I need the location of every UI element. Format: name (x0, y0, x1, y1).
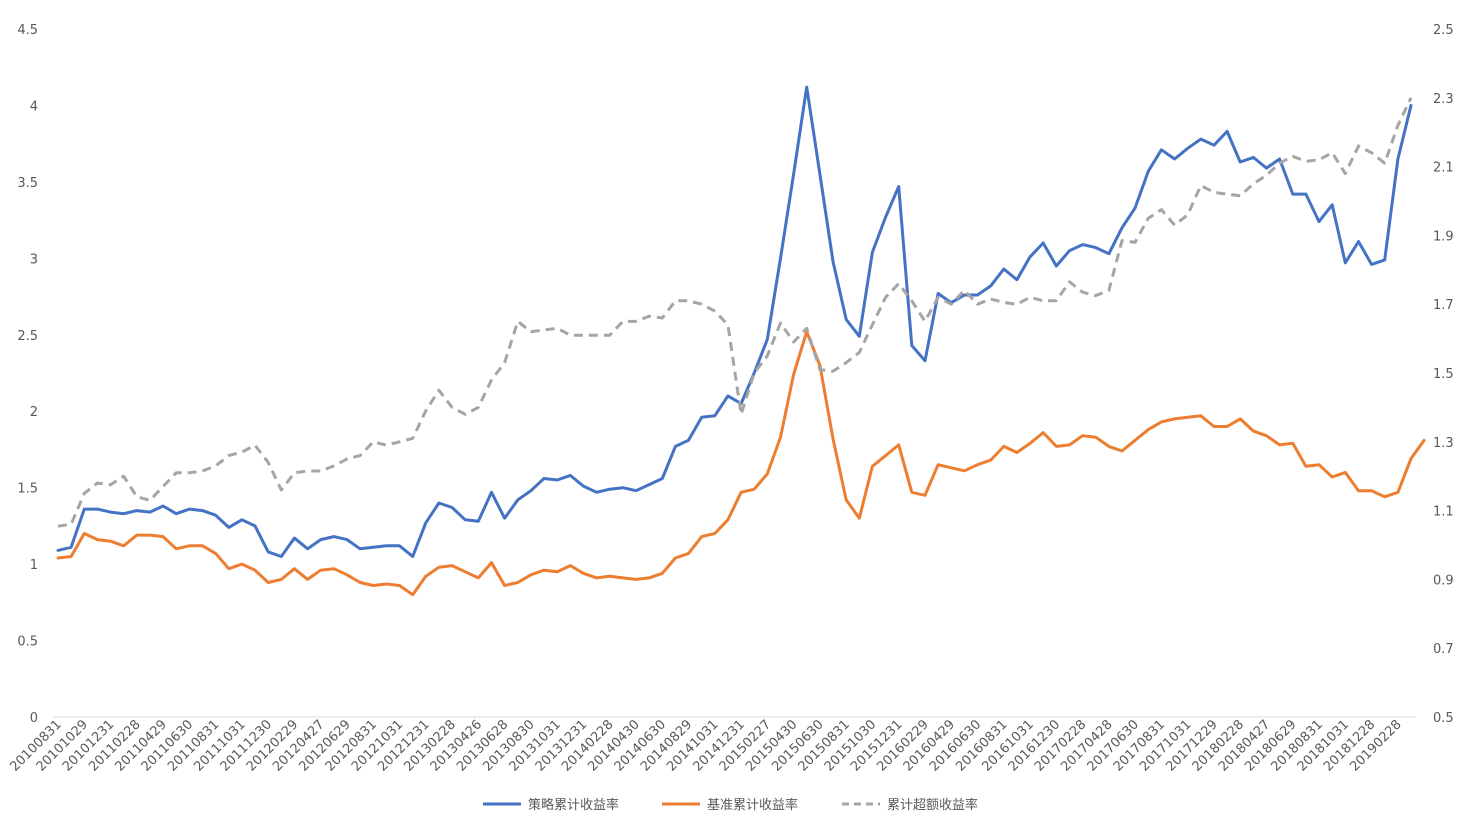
right-y-tick-label: 2.5 (1433, 23, 1454, 38)
left-y-tick-label: 0.5 (17, 635, 38, 650)
series-line-1 (56, 85, 1413, 558)
right-y-axis: 0.5 0.7 0.9 1.1 1.3 1.5 1.7 1.9 2.1 2.3 2.5 (1433, 23, 1454, 726)
left-y-tick-label: 2 (30, 405, 38, 420)
right-y-tick-label: 0.9 (1433, 573, 1454, 588)
left-y-tick-label: 3 (30, 252, 38, 267)
right-y-tick-label: 1.7 (1433, 298, 1454, 313)
right-y-tick-label: 0.5 (1433, 711, 1454, 726)
legend: 策略累计收益率 基准累计收益率 累计超额收益率 (483, 797, 978, 813)
right-y-tick-label: 1.1 (1433, 505, 1454, 520)
left-y-tick-label: 2.5 (17, 329, 38, 344)
right-y-tick-label: 1.9 (1433, 229, 1454, 244)
left-y-tick-label: 4 (30, 99, 38, 114)
series-group (56, 85, 1426, 597)
right-y-tick-label: 2.1 (1433, 161, 1454, 176)
series-line-3 (57, 97, 1413, 528)
series-line-2 (56, 330, 1426, 597)
left-y-tick-label: 1 (30, 558, 38, 573)
left-y-tick-label: 1.5 (17, 482, 38, 497)
legend-label: 基准累计收益率 (707, 797, 798, 813)
left-y-tick-label: 3.5 (17, 176, 38, 191)
right-y-tick-label: 0.7 (1433, 642, 1454, 657)
right-y-tick-label: 1.3 (1433, 436, 1454, 451)
x-axis: 2010083120101029201012312011022820110429… (7, 717, 1404, 774)
left-y-tick-label: 0 (30, 711, 38, 726)
left-y-axis: 0 0.5 1 1.5 2 2.5 3 3.5 4 4.5 (17, 23, 38, 726)
right-y-tick-label: 2.3 (1433, 92, 1454, 107)
left-y-tick-label: 4.5 (17, 23, 38, 38)
legend-label: 累计超额收益率 (887, 797, 978, 813)
right-y-tick-label: 1.5 (1433, 367, 1454, 382)
legend-label: 策略累计收益率 (528, 797, 619, 813)
